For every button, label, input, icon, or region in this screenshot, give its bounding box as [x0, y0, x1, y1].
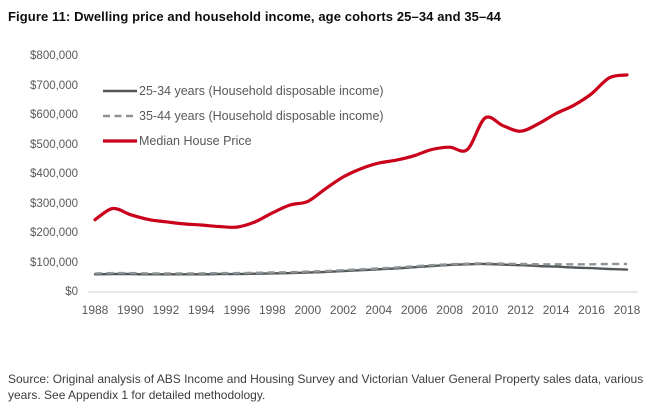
- legend-swatch-icon: [103, 139, 137, 143]
- legend-item-25-34-years-household-disposable-income: 25-34 years (Household disposable income…: [103, 83, 384, 99]
- x-axis-label: 1998: [258, 303, 286, 317]
- source-note: Source: Original analysis of ABS Income …: [8, 372, 644, 402]
- y-axis-label: $100,000: [30, 256, 78, 269]
- series-line-35-44-years-household-disposable-income: [94, 262, 628, 275]
- x-axis-label: 2008: [436, 303, 463, 317]
- x-axis-label: 2006: [400, 303, 428, 317]
- x-axis-label: 1996: [223, 303, 251, 317]
- series-line-median-house-price: [93, 73, 629, 229]
- legend-item-median-house-price: Median House Price: [103, 133, 384, 149]
- y-axis-label: $800,000: [30, 50, 78, 62]
- x-axis-label: 2004: [365, 303, 393, 317]
- x-axis-label: 1990: [117, 303, 144, 317]
- y-axis-label: $300,000: [30, 197, 78, 210]
- x-axis-label: 1988: [81, 303, 109, 317]
- x-axis-label: 2000: [294, 303, 322, 317]
- x-axis-label: 2002: [329, 303, 357, 317]
- y-axis-label: $600,000: [30, 109, 78, 121]
- legend-label: Median House Price: [139, 134, 252, 148]
- legend-label: 35-44 years (Household disposable income…: [139, 109, 384, 123]
- y-axis-label: $400,000: [30, 168, 78, 180]
- x-axis-label: 2012: [507, 303, 534, 317]
- legend-label: 25-34 years (Household disposable income…: [139, 84, 384, 98]
- x-axis-label: 1994: [188, 303, 215, 317]
- y-axis-label: $700,000: [30, 79, 78, 92]
- figure-title: Figure 11: Dwelling price and household …: [8, 9, 501, 24]
- legend-swatch-icon: [103, 89, 137, 93]
- x-axis-label: 2018: [613, 303, 641, 317]
- y-axis-label: $500,000: [30, 138, 78, 151]
- y-axis-label: $0: [65, 286, 78, 298]
- x-axis-label: 2014: [542, 303, 570, 317]
- legend-item-35-44-years-household-disposable-income: 35-44 years (Household disposable income…: [103, 108, 384, 124]
- x-axis-label: 2016: [578, 303, 605, 317]
- x-axis-label: 2010: [471, 303, 499, 317]
- x-axis-label: 1992: [152, 303, 180, 317]
- chart-legend: 25-34 years (Household disposable income…: [103, 83, 384, 158]
- legend-swatch-icon: [103, 114, 137, 118]
- y-axis-label: $200,000: [30, 227, 78, 239]
